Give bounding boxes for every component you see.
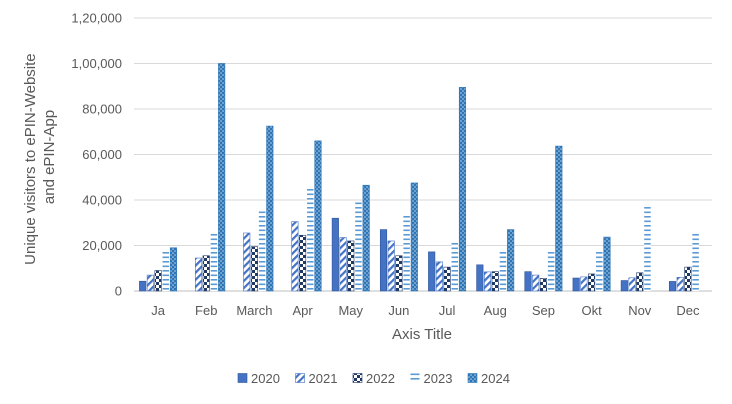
y-tick-label: 1,00,000: [71, 56, 122, 71]
bar-2021-Dec: [676, 277, 684, 292]
bar-2022-Feb: [202, 255, 210, 292]
y-tick-label: 0: [115, 284, 122, 299]
bar-2020-Sep: [524, 271, 532, 292]
legend-label: 2021: [309, 371, 338, 386]
bar-2024-Okt: [603, 236, 611, 292]
bar-2022-Aug: [491, 271, 499, 292]
bar-2022-Sep: [539, 278, 547, 292]
bar-2024-Jul: [458, 87, 467, 292]
legend-swatch-2022: [352, 373, 363, 383]
bar-2020-Jul: [428, 251, 436, 292]
x-tick-label: March: [236, 303, 272, 318]
bar-2020-Aug: [476, 264, 484, 292]
bar-2023-Sep: [547, 251, 555, 291]
x-tick-label: Ja: [151, 303, 166, 318]
bar-2021-March: [243, 232, 251, 292]
bar-2023-May: [355, 201, 362, 291]
legend-swatch-2020: [237, 373, 248, 383]
x-tick-label: May: [338, 303, 363, 318]
bar-2021-Jul: [435, 261, 443, 292]
bar-2021-Ja: [146, 274, 154, 292]
bar-2024-Jun: [410, 182, 418, 292]
bar-2022-Okt: [588, 273, 596, 292]
legend-label: 2020: [251, 371, 280, 386]
y-tick-label: 80,000: [82, 102, 122, 117]
x-tick-label: Okt: [581, 303, 602, 318]
bar-2023-Nov: [644, 206, 651, 291]
bar-2022-Ja: [154, 270, 162, 292]
bar-2022-Dec: [684, 266, 692, 292]
bar-2023-Okt: [596, 251, 603, 291]
bar-2022-Apr: [299, 234, 307, 292]
legend-swatch-2021: [295, 373, 305, 383]
legend-swatch-2024: [467, 373, 478, 383]
y-axis-title-line-2: and ePIN-App: [41, 110, 58, 204]
bar-2020-May: [331, 217, 339, 292]
y-axis-title: Unique visitors to ePIN-Website and ePIN…: [22, 49, 58, 265]
bar-2021-Nov: [628, 277, 636, 292]
bar-2024-Feb: [218, 63, 226, 292]
legend-label: 2022: [366, 371, 395, 386]
bar-2022-Jul: [443, 266, 451, 292]
bar-2024-Aug: [507, 229, 515, 292]
bar-2023-Feb: [210, 231, 218, 291]
y-axis-tick-labels: 0 20,000 40,000 60,000 80,000 1,00,000 1,20,00…: [71, 11, 122, 299]
x-tick-label: Aug: [484, 303, 507, 318]
bar-2020-Dec: [668, 281, 677, 292]
bar-2022-May: [347, 240, 355, 292]
x-tick-label: Jun: [388, 303, 409, 318]
bar-2023-March: [258, 211, 266, 291]
y-tick-label: 20,000: [82, 238, 122, 253]
bar-2020-Ja: [139, 280, 147, 292]
legend: 2020 2021 2022 2023 2024: [237, 371, 510, 386]
x-tick-label: Feb: [195, 303, 217, 318]
y-tick-label: 60,000: [82, 147, 122, 162]
x-tick-label: Apr: [292, 303, 313, 318]
y-tick-label: 40,000: [82, 193, 122, 208]
bar-2020-Nov: [620, 280, 628, 292]
y-tick-label: 1,20,000: [71, 11, 122, 26]
bar-2021-Okt: [580, 276, 588, 292]
x-axis-title: Axis Title: [392, 326, 452, 343]
bar-2020-Okt: [572, 277, 580, 292]
bar-2022-March: [250, 246, 258, 292]
y-axis-title-line-1: Unique visitors to ePIN-Website: [22, 53, 39, 264]
bar-2021-May: [339, 237, 347, 292]
bar-2020-Jun: [379, 229, 388, 292]
bar-2021-Jun: [387, 240, 395, 292]
legend-swatch-2023: [410, 373, 420, 383]
x-tick-label: Sep: [532, 303, 555, 318]
bar-2022-Jun: [395, 255, 403, 292]
bar-2024-Ja: [169, 247, 178, 292]
bar-2023-Apr: [307, 186, 314, 291]
x-axis-tick-labels: Ja Feb March Apr May Jun Jul Aug Sep Okt Nov Dec: [151, 303, 700, 318]
x-tick-label: Nov: [628, 303, 652, 318]
bars: [139, 63, 699, 292]
bar-2023-Aug: [499, 251, 507, 291]
gridlines: [134, 17, 712, 292]
bar-2021-Feb: [195, 257, 203, 292]
bar-2023-Dec: [692, 231, 699, 291]
x-tick-label: Dec: [676, 303, 700, 318]
bar-2023-Ja: [162, 251, 170, 291]
bar-2023-Jul: [451, 240, 459, 291]
bar-2024-May: [362, 184, 370, 292]
legend-label: 2023: [424, 371, 453, 386]
x-tick-label: Jul: [439, 303, 456, 318]
bar-2023-Jun: [403, 215, 410, 291]
legend-label: 2024: [481, 371, 510, 386]
bar-2021-Aug: [483, 271, 492, 292]
bar-2024-Apr: [314, 140, 322, 292]
bar-2022-Nov: [636, 272, 644, 292]
bar-2024-March: [266, 125, 274, 292]
bar-2021-Apr: [291, 221, 299, 292]
bar-2024-Sep: [555, 145, 563, 292]
bar-2021-Sep: [532, 274, 540, 292]
